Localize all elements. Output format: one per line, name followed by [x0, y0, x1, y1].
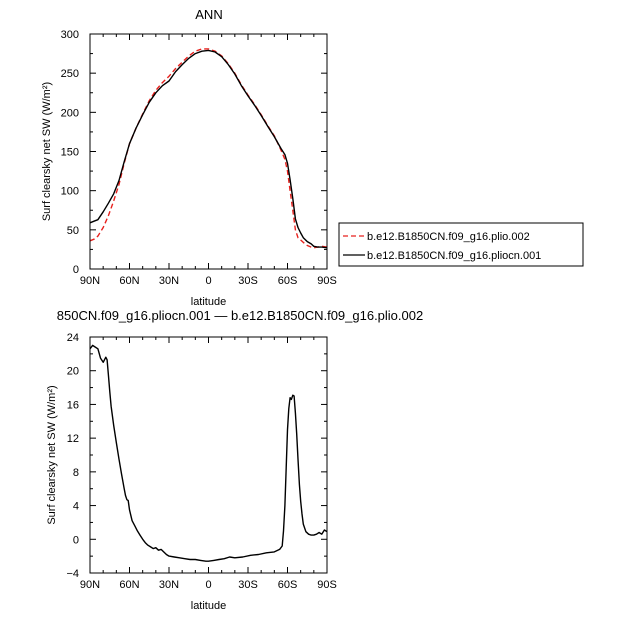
top-chart-ytick-label: 200 [61, 107, 79, 119]
top-chart-xtick-label: 60S [278, 275, 298, 287]
bottom-chart-series-line-0 [89, 344, 328, 562]
top-chart-ytick-label: 300 [61, 29, 79, 41]
top-chart-ytick-label: 150 [61, 147, 79, 159]
bottom-chart-xtick-label: 60N [119, 579, 139, 591]
bottom-chart-xtick-label: 30S [238, 579, 258, 591]
legend-label-control: b.e12.B1850CN.f09_g16.plio.002 [367, 231, 530, 243]
top-chart-xtick-label: 30S [238, 275, 258, 287]
top-chart-ytick-label: 250 [61, 68, 79, 80]
bottom-chart-title: 850CN.f09_g16.pliocn.001 — b.e12.B1850CN… [57, 308, 423, 323]
bottom-chart-xtick-label: 30N [159, 579, 179, 591]
top-chart-series-line-0 [89, 48, 328, 249]
top-chart-panel: ANN 90N 60N 30N 0 30S 60S 90S 0 50 100 150 200 250 30… [41, 7, 337, 308]
legend-label-experiment: b.e12.B1850CN.f09_g16.pliocn.001 [367, 250, 541, 262]
bottom-chart-ytick-label: 4 [73, 501, 79, 513]
bottom-chart-ylabel: Surf clearsky net SW (W/m²) [46, 385, 58, 524]
top-chart-marks: 90N 60N 30N 0 30S 60S 90S 0 50 100 150 200 250 300 [61, 29, 337, 287]
bottom-chart-marks: 90N 60N 30N 0 30S 60S 90S −4 0 4 8 12 16 20 24 [66, 332, 336, 591]
bottom-chart-ytick-label: 8 [73, 467, 79, 479]
bottom-chart-ytick-label: 20 [67, 366, 79, 378]
top-chart-ytick-label: 100 [61, 186, 79, 198]
bottom-chart-ytick-label: 24 [67, 332, 79, 344]
bottom-chart-xtick-label: 60S [278, 579, 298, 591]
top-chart-xlabel: latitude [191, 296, 226, 308]
bottom-chart-xtick-label: 90S [317, 579, 337, 591]
top-chart-ytick-label: 50 [67, 225, 79, 237]
legend-frame [338, 222, 584, 267]
legend: b.e12.B1850CN.f09_g16.plio.002 b.e12.B18… [338, 222, 584, 267]
bottom-chart-ytick-label: −4 [66, 568, 79, 580]
top-chart-xtick-label: 90S [317, 275, 337, 287]
bottom-chart-xtick-label: 0 [205, 579, 211, 591]
top-chart-xtick-label: 90N [80, 275, 100, 287]
bottom-chart-ytick-label: 16 [67, 399, 79, 411]
bottom-chart-xlabel: latitude [191, 600, 226, 612]
top-chart-frame [89, 33, 328, 270]
top-chart-series-line-1 [89, 49, 328, 249]
top-chart-ylabel: Surf clearsky net SW (W/m²) [41, 82, 53, 221]
bottom-chart-frame [89, 336, 328, 574]
bottom-chart-xtick-label: 90N [80, 579, 100, 591]
top-chart-xtick-label: 30N [159, 275, 179, 287]
top-chart-ytick-label: 0 [73, 264, 79, 276]
bottom-chart-panel: 850CN.f09_g16.pliocn.001 — b.e12.B1850CN… [46, 308, 423, 612]
top-chart-title: ANN [195, 7, 222, 22]
bottom-chart-ytick-label: 0 [73, 534, 79, 546]
top-chart-xtick-label: 0 [205, 275, 211, 287]
top-chart-xtick-label: 60N [119, 275, 139, 287]
bottom-chart-ytick-label: 12 [67, 433, 79, 445]
